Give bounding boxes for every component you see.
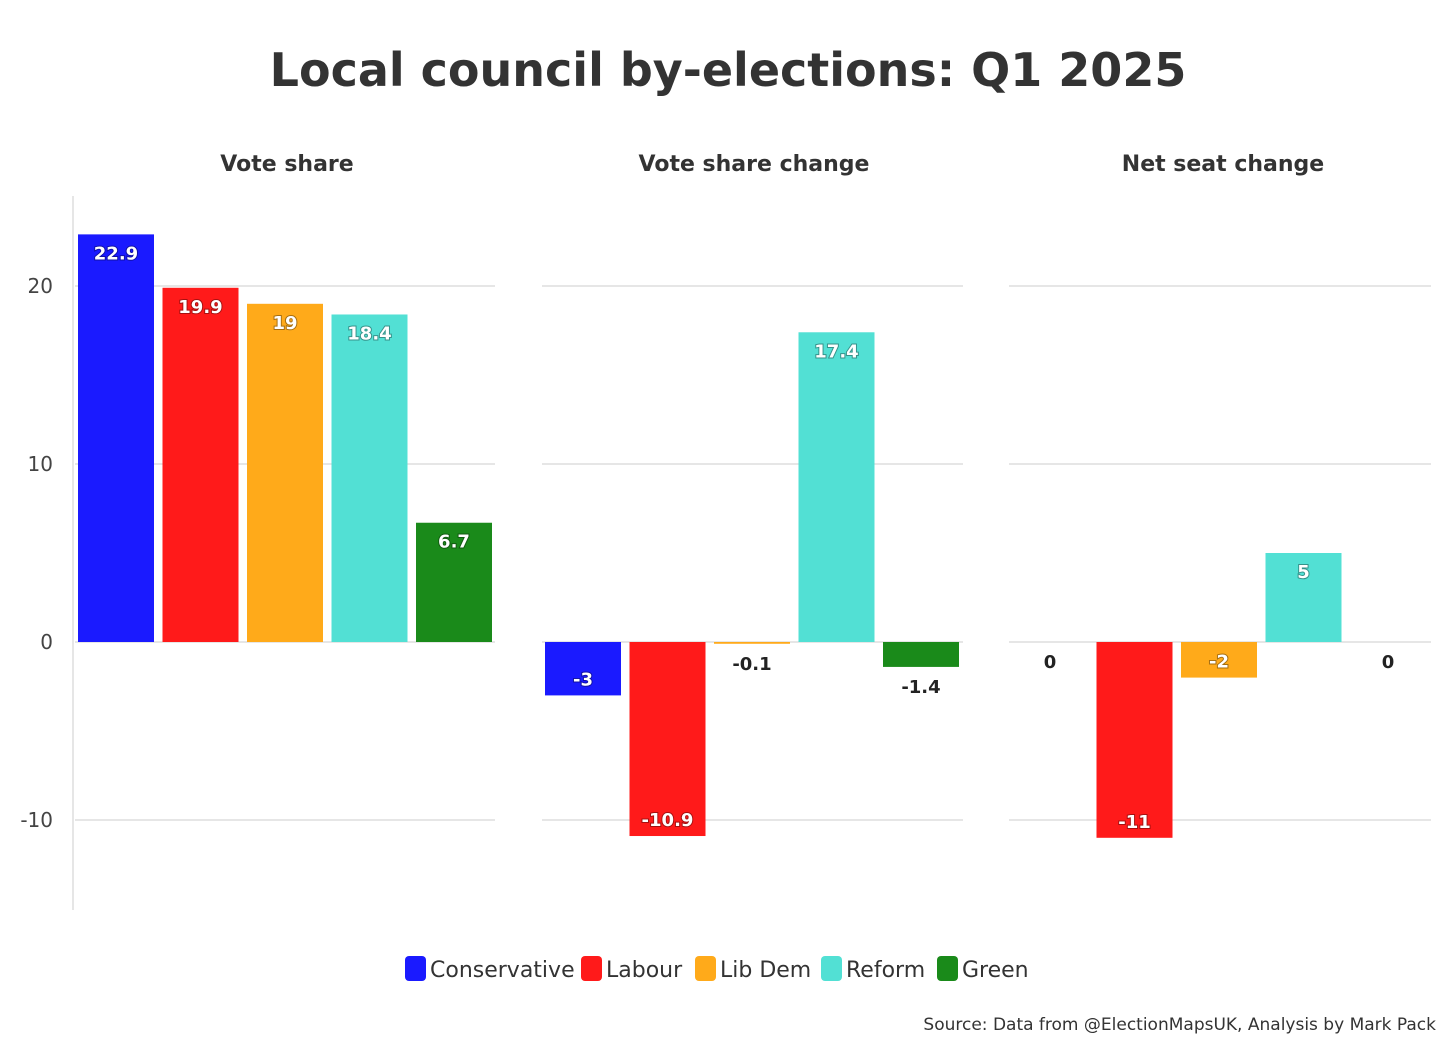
- data-label: 5: [1297, 562, 1310, 583]
- bar: [798, 332, 875, 642]
- bar: [162, 287, 239, 642]
- data-label: 22.9: [94, 243, 138, 264]
- legend-swatch: [405, 956, 426, 981]
- y-tick-label: -10: [20, 808, 53, 832]
- bar: [1181, 642, 1257, 678]
- data-label: 19: [272, 313, 297, 334]
- legend: Conservative Labour Lib Dem Reform Green: [405, 956, 1029, 983]
- data-label: 19.9: [178, 297, 222, 318]
- legend-swatch: [581, 956, 602, 981]
- legend-label: Labour: [606, 958, 683, 983]
- bar: [331, 314, 408, 642]
- data-label: -1.4: [901, 677, 940, 698]
- legend-label: Conservative: [430, 958, 575, 983]
- bar: [247, 303, 323, 642]
- y-axis: -10 0 10 20: [20, 196, 74, 910]
- bar: [883, 642, 959, 667]
- legend-label: Reform: [846, 958, 925, 983]
- y-tick-label: 0: [40, 630, 53, 654]
- bar: [1265, 553, 1342, 642]
- bar: [714, 642, 790, 644]
- bar: [78, 234, 154, 642]
- legend-label: Lib Dem: [720, 958, 811, 983]
- bar: [629, 642, 706, 837]
- legend-swatch: [821, 956, 842, 981]
- data-label: -0.1: [732, 654, 771, 675]
- y-tick-label: 10: [28, 452, 53, 476]
- legend-label: Green: [962, 958, 1029, 983]
- data-label: 0: [1382, 652, 1395, 673]
- legend-swatch: [695, 956, 716, 981]
- data-label: -2: [1209, 652, 1229, 673]
- bar-labels-layer: 22.9 19.9 19 18.4 6.7 -3 -10.9 -0.1 17.4 -1.4 0 -11…: [93, 242, 1395, 833]
- bars-layer: [78, 234, 1342, 838]
- chart-title: Local council by-elections: Q1 2025: [270, 43, 1187, 97]
- data-label: -11: [1118, 812, 1151, 833]
- data-label: 6.7: [438, 532, 470, 553]
- data-label: -10.9: [642, 810, 694, 831]
- bar: [416, 522, 492, 642]
- data-label: -3: [573, 669, 593, 690]
- panel-title: Vote share change: [639, 152, 870, 177]
- panel-title: Net seat change: [1122, 152, 1324, 177]
- bar: [1096, 642, 1173, 838]
- data-label: 0: [1044, 652, 1057, 673]
- data-label: 18.4: [347, 323, 391, 344]
- data-label: 17.4: [814, 341, 858, 362]
- bar: [545, 642, 621, 696]
- source-note: Source: Data from @ElectionMapsUK, Analy…: [923, 1015, 1436, 1035]
- panel-title: Vote share: [220, 152, 353, 177]
- y-tick-label: 20: [28, 274, 53, 298]
- legend-swatch: [937, 956, 958, 981]
